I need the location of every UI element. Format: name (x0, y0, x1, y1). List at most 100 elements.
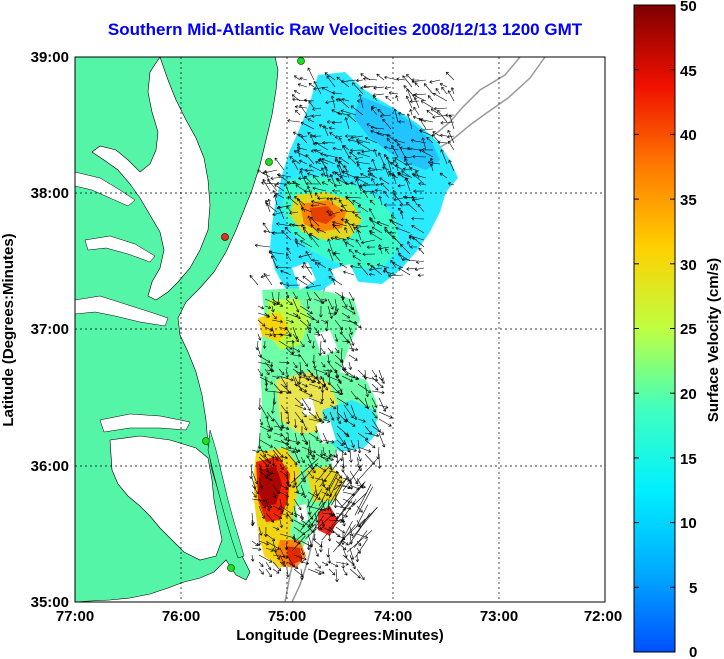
velocity-arrow (328, 568, 336, 576)
velocity-arrow (327, 483, 342, 508)
velocity-arrow (294, 105, 308, 109)
x-tick-label: 77:00 (56, 608, 94, 625)
velocity-arrow (279, 463, 284, 471)
velocity-arrow (265, 547, 274, 552)
velocity-arrow (305, 182, 320, 186)
velocity-arrow (372, 93, 385, 97)
velocity-arrow (329, 173, 336, 186)
velocity-arrow (280, 446, 295, 454)
velocity-arrow (342, 540, 349, 546)
velocity-arrow (259, 418, 263, 426)
velocity-arrow (360, 172, 371, 179)
velocity-arrow (344, 181, 355, 186)
velocity-arrow (306, 489, 317, 508)
velocity-arrow (335, 568, 339, 583)
velocity-arrow (298, 159, 308, 165)
velocity-arrow (402, 75, 413, 88)
velocity-arrow (287, 181, 299, 185)
velocity-arrow (368, 166, 383, 171)
velocity-arrow (439, 83, 448, 88)
velocity-arrow (296, 462, 319, 488)
velocity-arrow (286, 283, 301, 288)
velocity-arrow (341, 298, 348, 308)
velocity-arrow (371, 376, 384, 389)
velocity-arrow (371, 158, 378, 172)
velocity-arrow (401, 170, 413, 179)
velocity-arrow (357, 453, 362, 462)
velocity-arrow (340, 217, 348, 222)
velocity-arrow (307, 470, 314, 479)
velocity-arrow (333, 491, 338, 509)
velocity-arrow (297, 83, 308, 88)
velocity-arrow (360, 239, 376, 245)
velocity-arrow (356, 78, 364, 83)
velocity-arrow (308, 369, 314, 377)
velocity-arrow (300, 547, 305, 556)
colorbar-tick-label: 45 (680, 63, 697, 80)
velocity-arrow (272, 491, 277, 499)
velocity-arrow (279, 281, 287, 286)
velocity-arrow (343, 439, 351, 453)
velocity-arrow (314, 526, 323, 531)
velocity-arrow (393, 108, 399, 123)
velocity-arrow (332, 524, 356, 553)
velocity-arrow (353, 176, 369, 185)
velocity-arrow (371, 383, 379, 391)
velocity-arrow (349, 151, 357, 158)
velocity-arrow (305, 154, 315, 165)
velocity-arrow (322, 418, 331, 423)
velocity-arrow (403, 155, 413, 160)
velocity-arrow (378, 195, 383, 206)
velocity-arrow (273, 418, 283, 431)
velocity-arrow (292, 347, 301, 353)
velocity-arrow (299, 76, 308, 81)
velocity-arrow (264, 305, 272, 309)
velocity-arrow (292, 160, 299, 171)
velocity-arrow (351, 492, 367, 508)
velocity-arrow (439, 172, 448, 179)
pamlico-sound (109, 435, 223, 561)
velocity-arrow (312, 107, 322, 111)
velocity-arrow (258, 561, 264, 567)
velocity-arrow (294, 232, 306, 241)
velocity-arrow (317, 262, 327, 269)
velocity-arrow (367, 169, 376, 173)
velocity-arrow (311, 340, 316, 349)
velocity-arrow (411, 216, 425, 221)
velocity-arrow (297, 198, 306, 213)
velocity-arrow (265, 456, 271, 464)
velocity-arrow (357, 205, 369, 213)
velocity-arrow (448, 140, 455, 151)
velocity-arrow (411, 79, 427, 84)
velocity-arrow (304, 114, 315, 119)
velocity-arrow (274, 157, 285, 171)
velocity-arrow (294, 75, 301, 81)
velocity-arrow (371, 178, 376, 185)
velocity-arrow (375, 182, 383, 187)
velocity-arrow (278, 174, 292, 185)
velocity-arrow (403, 85, 413, 95)
velocity-arrow (262, 169, 278, 175)
velocity-arrow (313, 326, 319, 334)
velocity-arrow (271, 298, 283, 307)
velocity-arrow (327, 178, 334, 185)
velocity-arrow (258, 449, 268, 454)
velocity-arrow (397, 112, 406, 116)
velocity-arrow (364, 383, 369, 398)
velocity-arrow (432, 114, 448, 119)
velocity-arrow (321, 518, 341, 541)
velocity-arrow (409, 166, 420, 172)
velocity-arrow (272, 526, 280, 531)
velocity-arrow (308, 164, 322, 172)
velocity-arrow (348, 305, 355, 311)
velocity-arrow (301, 383, 308, 388)
x-tick-label: 74:00 (374, 608, 412, 625)
velocity-arrow (355, 459, 378, 484)
velocity-arrow (306, 185, 313, 199)
velocity-arrow (331, 109, 343, 116)
velocity-arrow (326, 210, 334, 214)
velocity-arrow (398, 120, 406, 124)
velocity-arrow (421, 137, 427, 151)
velocity-arrow (264, 312, 270, 318)
velocity-arrow (280, 269, 292, 276)
